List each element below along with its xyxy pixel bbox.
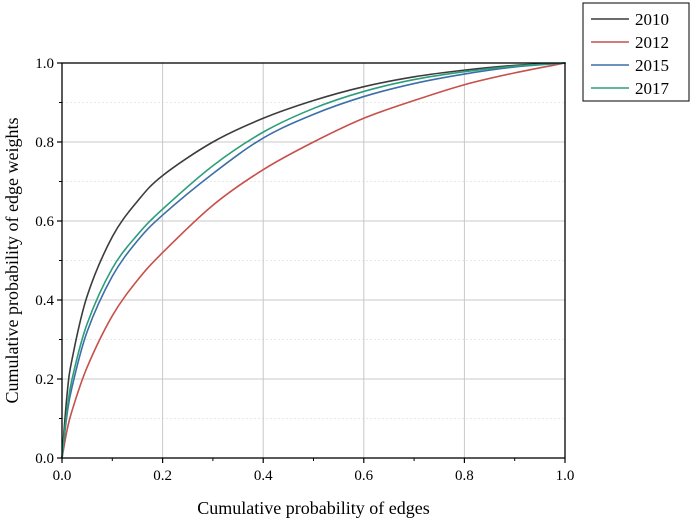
- axis-ticks: [57, 62, 566, 463]
- y-tick-label: 0.6: [35, 214, 54, 230]
- grid: [62, 63, 565, 458]
- x-axis-title: Cumulative probability of edges: [197, 498, 429, 518]
- legend: 2010 2012 2015 2017: [582, 2, 690, 102]
- x-tick-label: 1.0: [556, 468, 575, 484]
- y-tick-label: 0.2: [35, 372, 54, 388]
- series-lines: [61, 62, 566, 459]
- y-tick-label: 0.0: [35, 451, 54, 467]
- x-tick-label: 0.4: [254, 468, 273, 484]
- legend-label-2015: 2015: [635, 56, 669, 75]
- legend-label-2012: 2012: [635, 33, 669, 52]
- series-line-2010: [61, 62, 566, 459]
- x-tick-label: 0.2: [153, 468, 172, 484]
- legend-label-2017: 2017: [635, 79, 670, 98]
- x-tick-label: 0.0: [53, 468, 72, 484]
- legend-label-2010: 2010: [635, 10, 669, 29]
- y-tick-label: 0.4: [35, 293, 54, 309]
- series-line-2017: [61, 62, 566, 459]
- y-axis-title: Cumulative probability of edge weights: [2, 118, 22, 404]
- y-tick-label: 1.0: [35, 56, 54, 72]
- y-tick-label: 0.8: [35, 135, 54, 151]
- series-line-2012: [61, 62, 566, 459]
- x-tick-label: 0.6: [354, 468, 373, 484]
- tick-labels: 0.0 0.2 0.4 0.6 0.8 1.0 0.0 0.2 0.4 0.6 0.8 1.0: [35, 56, 574, 484]
- series-line-2015: [61, 62, 566, 459]
- x-tick-label: 0.8: [455, 468, 474, 484]
